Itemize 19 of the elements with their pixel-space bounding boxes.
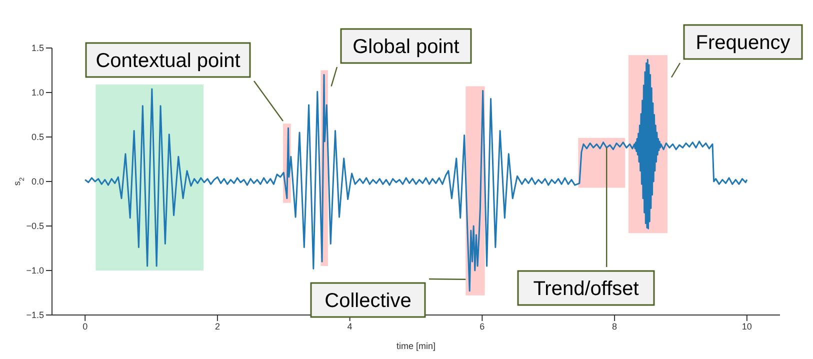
annotation: Frequency: [696, 32, 790, 54]
y-tick-label: −1.0: [26, 266, 44, 276]
y-tick-label: 1.0: [31, 88, 44, 98]
annotation: Contextual point: [96, 50, 241, 72]
y-tick-label: 1.5: [31, 43, 44, 54]
x-tick-label: 10: [742, 321, 752, 332]
y-tick-label: 0.0: [31, 176, 44, 187]
annotation: Global point: [352, 36, 460, 58]
y-tick-label: 0.5: [31, 132, 44, 142]
x-axis-title: time [min]: [396, 341, 436, 351]
x-tick-label: 2: [214, 321, 220, 332]
y-tick-label: −1.5: [26, 310, 44, 320]
annotation: Trend/offset: [533, 278, 640, 300]
x-tick-label: 4: [347, 321, 352, 332]
annotation: Collective: [324, 290, 412, 312]
x-tick-label: 8: [612, 321, 618, 332]
y-tick-label: −0.5: [26, 221, 44, 232]
x-tick-label: 0: [82, 321, 88, 332]
x-tick-label: 6: [480, 321, 485, 332]
